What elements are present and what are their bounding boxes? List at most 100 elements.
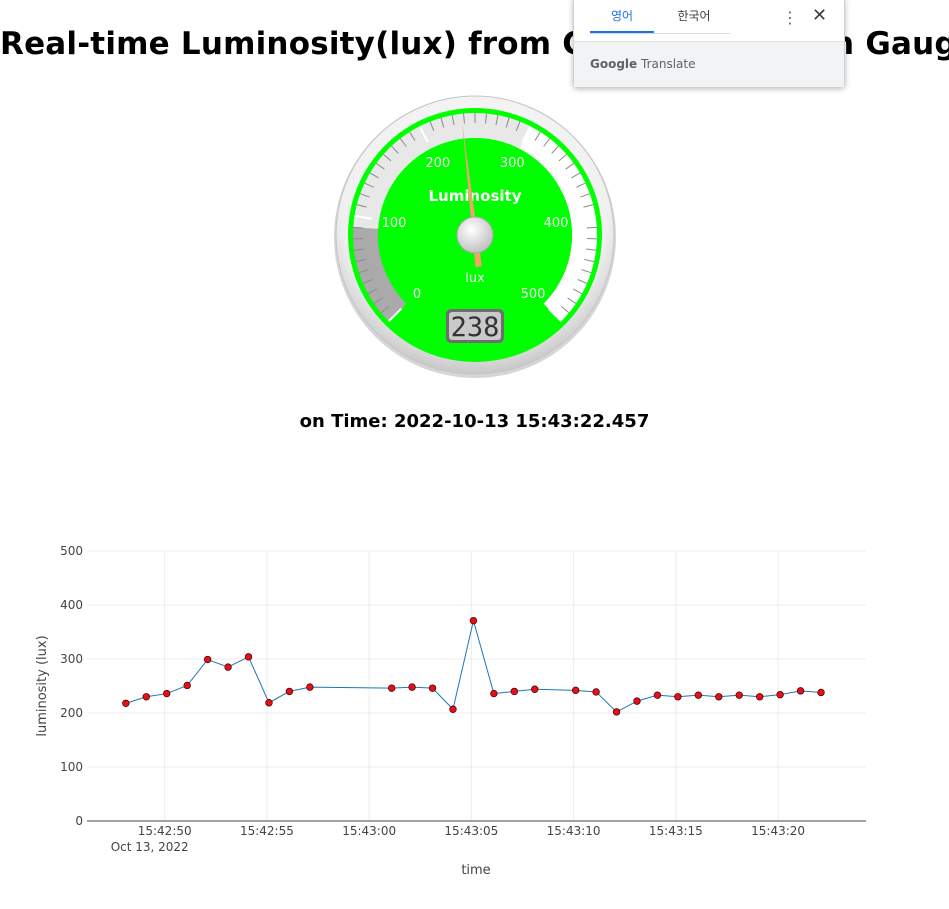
- data-point[interactable]: [244, 653, 253, 661]
- data-point[interactable]: [163, 689, 171, 698]
- gauge-ticks: [353, 113, 597, 322]
- chart-gridlines: [87, 550, 866, 821]
- data-point[interactable]: [285, 687, 294, 696]
- gauge-tick-label: 100: [382, 216, 407, 231]
- data-point[interactable]: [531, 685, 539, 693]
- gauge-minor-tick: [429, 121, 435, 132]
- gauge-bands: [353, 113, 597, 322]
- series-markers: [122, 616, 825, 716]
- gauge-minor-tick: [495, 115, 499, 126]
- data-point[interactable]: [715, 693, 723, 701]
- gauge-minor-tick: [584, 258, 595, 263]
- data-point[interactable]: [490, 689, 498, 698]
- gauge-title: Luminosity: [428, 187, 521, 205]
- gauge-tick-label: 200: [425, 156, 450, 171]
- data-point[interactable]: [510, 687, 519, 696]
- gauge-minor-tick: [353, 248, 364, 251]
- x-axis-title: time: [461, 863, 490, 878]
- gauge-minor-tick: [451, 115, 455, 126]
- gauge-minor-tick: [369, 172, 379, 179]
- gauge-minor-tick: [364, 182, 374, 188]
- gauge-major-tick: [547, 307, 562, 322]
- data-point[interactable]: [735, 691, 743, 699]
- translate-tabs: 영어 한국어: [590, 0, 730, 34]
- luminosity-gauge: 0 100 200 300 400 500 Luminosity lux 238: [334, 95, 616, 378]
- data-point[interactable]: [408, 683, 416, 691]
- gauge-value-text: 238: [451, 312, 500, 343]
- tab-source-language[interactable]: 영어: [590, 7, 654, 33]
- data-point[interactable]: [449, 705, 457, 713]
- gauge-units: lux: [465, 271, 485, 286]
- y-axis-title: luminosity (lux): [35, 635, 50, 736]
- gauge-minor-tick: [543, 138, 551, 147]
- gauge-hub: [456, 216, 494, 254]
- gauge-minor-tick: [373, 297, 383, 304]
- data-point[interactable]: [817, 688, 825, 697]
- data-point[interactable]: [633, 697, 641, 705]
- gauge-minor-tick: [362, 279, 373, 284]
- data-point[interactable]: [776, 690, 784, 699]
- gauge-major-tick: [577, 214, 596, 220]
- gauge-minor-tick: [353, 226, 364, 229]
- data-point[interactable]: [653, 691, 662, 699]
- gauge-minor-tick: [583, 204, 594, 208]
- more-options-icon[interactable]: ⋮: [782, 8, 798, 27]
- gauge-tick-labels: 0 100 200 300 400 500: [382, 156, 569, 302]
- gauge-minor-tick: [505, 117, 510, 128]
- gauge-band-mid: [353, 113, 531, 229]
- y-tick-label: 500: [60, 544, 83, 558]
- data-point[interactable]: [142, 693, 150, 701]
- gauge-minor-tick: [380, 306, 390, 314]
- x-tick-sublabel: Oct 13, 2022: [111, 840, 189, 854]
- data-point[interactable]: [674, 693, 682, 701]
- gauge-band-low: [353, 227, 407, 322]
- data-point[interactable]: [306, 683, 314, 691]
- data-point[interactable]: [755, 693, 764, 701]
- gauge-minor-tick: [355, 258, 366, 263]
- data-point[interactable]: [571, 686, 580, 695]
- y-tick-label: 100: [60, 760, 83, 774]
- gauge-minor-tick: [581, 269, 592, 274]
- gauge-minor-tick: [409, 131, 416, 141]
- y-tick-label: 200: [60, 706, 83, 720]
- y-axis-ticks: 0 100 200 300 400 500: [60, 544, 83, 828]
- y-tick-label: 400: [60, 598, 83, 612]
- gauge-minor-tick: [515, 121, 521, 132]
- data-point[interactable]: [203, 655, 212, 664]
- gauge-minor-tick: [358, 269, 369, 274]
- data-point[interactable]: [428, 684, 437, 692]
- x-tick-label: 15:42:50: [138, 824, 192, 838]
- gauge-minor-tick: [571, 172, 581, 179]
- gauge-major-tick: [354, 214, 373, 220]
- tab-target-language[interactable]: 한국어: [677, 9, 711, 23]
- data-point[interactable]: [796, 687, 805, 695]
- x-tick-label: 15:43:10: [547, 824, 601, 838]
- gauge-minor-tick: [572, 288, 583, 295]
- data-point[interactable]: [592, 688, 600, 696]
- gauge-minor-tick: [560, 306, 570, 314]
- data-point[interactable]: [694, 691, 703, 699]
- gauge-minor-tick: [360, 193, 370, 198]
- data-point[interactable]: [183, 681, 191, 690]
- data-point[interactable]: [612, 708, 621, 716]
- brand-google: Google: [590, 57, 638, 71]
- gauge-minor-tick: [485, 113, 487, 124]
- gauge-minor-tick: [551, 145, 559, 154]
- gauge-minor-tick: [558, 153, 567, 162]
- data-point[interactable]: [387, 684, 396, 692]
- y-tick-label: 0: [75, 814, 83, 828]
- google-translate-popup: 영어 한국어 ⋮ ✕ Google Translate: [573, 0, 845, 87]
- data-point[interactable]: [122, 699, 130, 707]
- gauge-minor-tick: [356, 204, 367, 208]
- gauge-band-high: [519, 126, 597, 322]
- data-point[interactable]: [224, 663, 232, 671]
- gauge-major-tick: [418, 125, 429, 143]
- gauge-tick-label: 0: [413, 287, 421, 302]
- gauge-tick-label: 500: [521, 287, 546, 302]
- data-point[interactable]: [265, 699, 273, 707]
- close-icon[interactable]: ✕: [812, 5, 828, 26]
- translate-footer: Google Translate: [574, 41, 844, 87]
- data-point[interactable]: [469, 616, 478, 625]
- x-tick-label: 15:42:55: [240, 824, 294, 838]
- gauge-major-tick: [388, 307, 403, 322]
